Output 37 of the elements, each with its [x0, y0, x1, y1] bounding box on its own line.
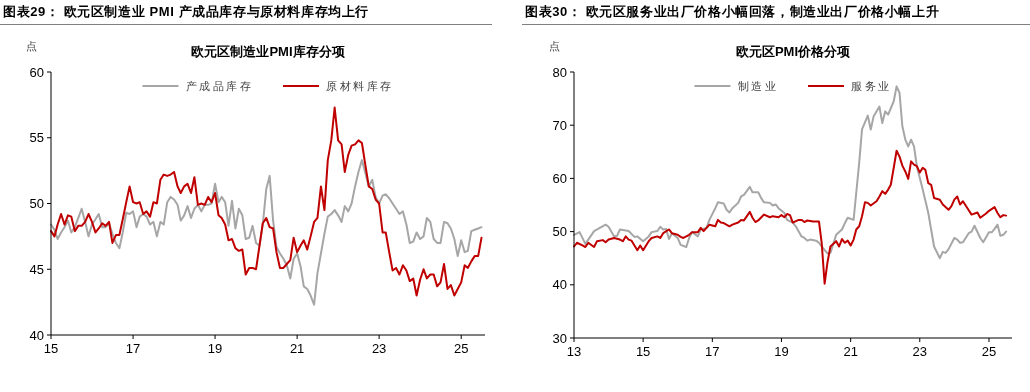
chart-title: 图表29： 欧元区制造业 PMI 产成品库存与原材料库存均上行	[3, 4, 370, 19]
y-axis-title: 点	[25, 40, 37, 52]
chart-title: 图表30： 欧元区服务业出厂价格小幅回落，制造业出厂价格小幅上升	[525, 4, 940, 19]
x-tick-label: 23	[371, 341, 387, 356]
x-tick-label: 23	[912, 344, 928, 359]
y-tick-label: 30	[552, 330, 567, 346]
x-tick-label: 21	[289, 341, 305, 356]
y-tick-label: 70	[552, 117, 567, 133]
line-series	[50, 106, 483, 297]
legend-label: 原材料库存	[326, 79, 394, 92]
x-tick-label: 19	[207, 341, 223, 356]
y-tick-label: 60	[29, 64, 44, 80]
x-tick-label: 17	[125, 341, 141, 356]
x-tick-label: 25	[453, 341, 469, 356]
y-tick-label: 50	[29, 196, 44, 212]
y-tick-label: 40	[29, 327, 44, 343]
x-tick-label: 13	[566, 344, 582, 359]
x-tick-label: 17	[705, 344, 720, 359]
line-series	[50, 159, 483, 306]
x-tick-label: 19	[774, 344, 789, 359]
x-tick-label: 21	[843, 344, 858, 359]
y-tick-label: 80	[552, 64, 567, 80]
line-series	[573, 149, 1008, 285]
y-tick-label: 55	[29, 130, 44, 146]
chart-subtitle: 欧元区制造业PMI库存分项	[191, 44, 346, 59]
x-tick-label: 15	[635, 344, 651, 359]
x-tick-label: 25	[981, 344, 997, 359]
legend-label: 制造业	[737, 79, 778, 92]
y-tick-label: 50	[552, 224, 567, 240]
y-tick-label: 40	[552, 277, 567, 293]
legend-label: 服务业	[851, 79, 892, 92]
legend-label: 产成品库存	[185, 79, 253, 92]
chart-subtitle: 欧元区PMI价格分项	[735, 44, 852, 59]
y-tick-label: 60	[552, 170, 567, 186]
x-tick-label: 15	[43, 341, 59, 356]
y-tick-label: 45	[29, 261, 44, 277]
y-axis-title: 点	[548, 40, 560, 52]
